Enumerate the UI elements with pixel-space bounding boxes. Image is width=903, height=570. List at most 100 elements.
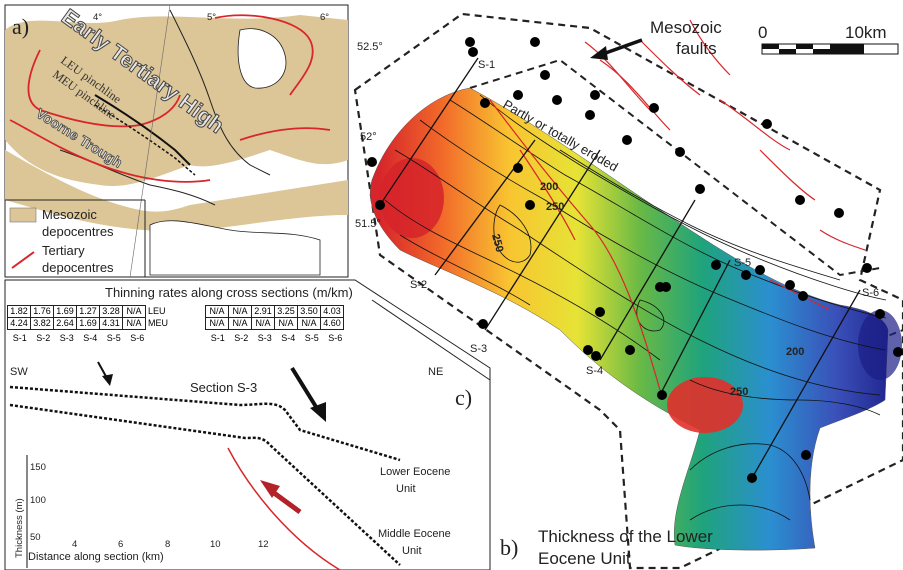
contour-label: 200 (786, 346, 804, 358)
thickness-surface (370, 87, 889, 551)
x-tick: 8 (165, 539, 170, 550)
x-tick: 12 (258, 539, 269, 550)
middle-unit-label: Unit (402, 545, 422, 557)
lower-eocene-top (9, 385, 401, 462)
well-points (367, 37, 903, 483)
section-title: Section S-3 (190, 380, 257, 395)
section-col: S-5 (106, 333, 121, 343)
legend-swatch-tertiary (11, 251, 35, 269)
inner-dashed-boundary (469, 58, 881, 277)
section-label-s2: S-2 (410, 279, 427, 291)
rate-cell: N/A (297, 317, 321, 330)
survey-outline (353, 12, 903, 570)
x-tick: 4 (72, 539, 77, 550)
lon-4: 4° (93, 12, 102, 23)
section-col: S-6 (328, 333, 343, 343)
section-col: S-4 (83, 333, 98, 343)
section-label-s5: S-5 (734, 257, 751, 269)
row-label-meu: MEU (148, 318, 168, 328)
rate-cell: N/A (274, 317, 298, 330)
tertiary-boundary (227, 447, 341, 570)
y-tick-100: 100 (30, 495, 46, 506)
rate-cell: 1.76 (30, 305, 54, 318)
legend-swatch-mesozoic (9, 207, 37, 223)
arrow-right (290, 366, 320, 412)
y-tick-150: 150 (30, 462, 46, 473)
panel-c-label: c) (455, 385, 472, 410)
panel-c-section: Thinning rates along cross sections (m/k… (9, 285, 472, 570)
rate-cell: N/A (205, 305, 229, 318)
rate-cell: N/A (251, 317, 275, 330)
panel-c-frame (4, 279, 491, 570)
rate-cell: 4.24 (7, 317, 31, 330)
section-col: S-3 (59, 333, 74, 343)
section-col: S-1 (210, 333, 225, 343)
lon-5: 5° (207, 12, 216, 23)
rate-cell: 1.69 (53, 305, 77, 318)
lower-unit-label: Lower Eocene (380, 466, 450, 478)
panel-c-divider (371, 299, 491, 381)
rate-cell: N/A (122, 305, 146, 318)
section-col: S-3 (257, 333, 272, 343)
panel-b-title: Thickness of the Lower (538, 527, 713, 546)
rates-table-right: N/A N/A 2.91 3.25 3.50 4.03 N/A N/A N/A … (205, 305, 344, 330)
panel-b-title: Eocene Unit (538, 549, 631, 568)
rate-cell: 3.50 (297, 305, 321, 318)
tertiary-depocentre (9, 49, 211, 183)
legend-tertiary: depocentres (42, 260, 114, 275)
lon-6: 6° (320, 12, 329, 23)
y-axis-label: Thickness (m) (14, 498, 25, 558)
rate-cell: N/A (228, 317, 252, 330)
svg-text:0: 0 (758, 23, 767, 42)
section-label-s3: S-3 (470, 343, 487, 355)
contour-label: 250 (546, 201, 564, 213)
lat-52: 52° (360, 131, 377, 143)
rate-cell: 4.60 (320, 317, 344, 330)
rate-cell: 3.28 (99, 305, 123, 318)
lower-unit-label: Unit (396, 483, 416, 495)
contour-label: 250 (489, 233, 505, 254)
faults-label: faults (676, 39, 717, 58)
rate-cell: N/A (205, 317, 229, 330)
y-tick-50: 50 (30, 532, 41, 543)
section-row-right: S-1 S-2 S-3 S-4 S-5 S-6 (206, 333, 347, 343)
ne-label: NE (428, 366, 443, 378)
thin-zone (858, 310, 902, 380)
pinchline (94, 104, 196, 176)
rate-cell: 3.82 (30, 317, 54, 330)
lat-51-5: 51.5° (355, 218, 381, 230)
section-col: S-1 (12, 333, 27, 343)
faults-arrow (599, 38, 643, 57)
mesozoic-faults (489, 19, 866, 391)
rate-cell: N/A (228, 305, 252, 318)
panel-a-map: a) 4° 5° 6° 52.5° 52° 51.5° Early Tertia… (4, 3, 383, 278)
middle-eocene-top (9, 403, 401, 566)
contour-label: 200 (540, 181, 558, 193)
rate-cell: 3.25 (274, 305, 298, 318)
section-label-s4: S-4 (586, 365, 603, 377)
faults-arrowhead (590, 46, 608, 60)
section-col: S-6 (130, 333, 145, 343)
lat-52-5: 52.5° (357, 41, 383, 53)
rates-title: Thinning rates along cross sections (m/k… (105, 285, 353, 300)
red-arrow (268, 487, 302, 515)
section-col: S-5 (304, 333, 319, 343)
legend-mesozoic: Mesozoic (42, 207, 97, 222)
pinchline (94, 94, 191, 166)
x-tick: 6 (118, 539, 123, 550)
rate-cell: 4.03 (320, 305, 344, 318)
contour-label: 250 (730, 386, 748, 398)
section-row-left: S-1 S-2 S-3 S-4 S-5 S-6 (8, 333, 149, 343)
legend-mesozoic: depocentres (42, 224, 114, 239)
rate-cell: 2.64 (53, 317, 77, 330)
sw-label: SW (10, 366, 28, 378)
thick-core (667, 377, 743, 433)
middle-unit-label: Middle Eocene (378, 528, 451, 540)
rate-cell: 2.91 (251, 305, 275, 318)
cross-section-lines (379, 57, 861, 479)
panel-a-label: a) (12, 14, 29, 39)
section-col: S-4 (281, 333, 296, 343)
mesozoic-depocentre (5, 150, 348, 232)
land-outline (237, 28, 287, 89)
